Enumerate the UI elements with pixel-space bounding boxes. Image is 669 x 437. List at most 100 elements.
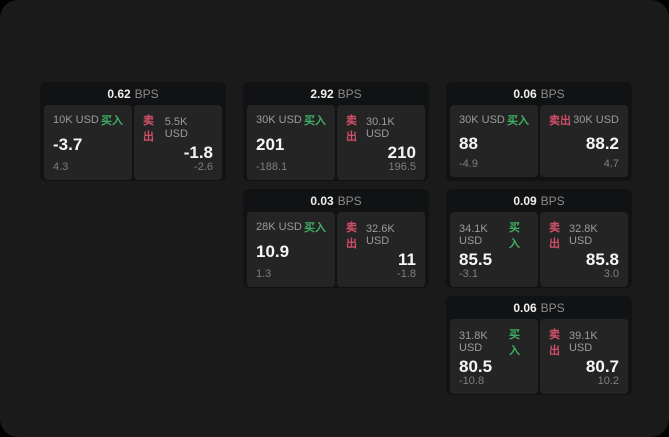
sell-amount: 32.6K USD (365, 223, 395, 247)
sell-amount: 5.5K USD (164, 116, 188, 140)
bps-value: 0.09 (513, 193, 537, 208)
sell-price: -1.8 (183, 143, 213, 162)
card-body: 10K USD 买入 -3.7 4.3 卖出 5.5K USD -1.8 -2.… (40, 105, 226, 181)
buy-sub-value: -3.1 (459, 268, 478, 280)
sell-panel-top: 卖出 39.1K USD (549, 326, 619, 358)
buy-panel-top: 28K USD 买入 (256, 219, 326, 235)
buy-side-label: 买入 (509, 222, 521, 250)
buy-price: 201 (256, 135, 285, 154)
quote-card-1: 0.62 BPS 10K USD 买入 -3.7 4.3 卖出 5.5K USD (40, 82, 226, 181)
buy-amount: 30K USD (256, 114, 302, 126)
bps-header: 0.09 BPS (446, 189, 632, 212)
buy-amount: 31.8K USD (459, 330, 488, 354)
buy-sub-value: 4.3 (53, 161, 69, 173)
buy-price: 10.9 (256, 242, 290, 261)
bps-value: 0.06 (513, 300, 537, 315)
card-body: 31.8K USD 买入 80.5 -10.8 卖出 39.1K USD 80.… (446, 319, 632, 395)
buy-amount: 28K USD (256, 221, 302, 233)
sell-amount: 39.1K USD (568, 330, 598, 354)
sell-panel-top: 卖出 32.6K USD (346, 219, 416, 251)
bps-header: 0.62 BPS (40, 82, 226, 105)
buy-panel-top: 10K USD 买入 (53, 112, 123, 128)
buy-amount: 10K USD (53, 114, 99, 126)
sell-side-label: 卖出 (346, 222, 357, 250)
buy-amount: 34.1K USD (459, 223, 488, 247)
buy-panel[interactable]: 30K USD 买入 201 -188.1 (247, 105, 335, 180)
buy-price: 85.5 (459, 250, 493, 269)
sell-sub-value: 196.5 (388, 161, 416, 173)
sell-sub-value: 4.7 (603, 158, 619, 170)
buy-panel-top: 34.1K USD 买入 (459, 219, 529, 251)
sell-price: 210 (387, 143, 416, 162)
bps-value: 2.92 (310, 86, 334, 101)
buy-panel[interactable]: 30K USD 买入 88 -4.9 (450, 105, 538, 177)
buy-sub-value: -188.1 (256, 161, 288, 173)
buy-sub-value: -4.9 (459, 158, 478, 170)
sell-side-label: 卖出 (346, 115, 357, 143)
quote-card-5: 0.09 BPS 34.1K USD 买入 85.5 -3.1 卖出 32.8K… (446, 189, 632, 288)
card-body: 30K USD 买入 201 -188.1 卖出 30.1K USD 210 1… (243, 105, 429, 181)
sell-side-label: 卖出 (549, 222, 560, 250)
bps-header: 0.06 BPS (446, 296, 632, 319)
sell-price: 85.8 (585, 250, 619, 269)
quote-card-4: 0.03 BPS 28K USD 买入 10.9 1.3 卖出 32.6K US… (243, 189, 429, 288)
quote-card-3: 0.06 BPS 30K USD 买入 88 -4.9 卖出 30K USD (446, 82, 632, 181)
bps-unit-label: BPS (337, 193, 362, 208)
buy-panel-top: 30K USD 买入 (256, 112, 326, 128)
sell-amount: 30.1K USD (365, 116, 395, 140)
sell-side-label: 卖出 (143, 115, 154, 143)
buy-panel[interactable]: 10K USD 买入 -3.7 4.3 (44, 105, 132, 180)
bps-header: 0.06 BPS (446, 82, 632, 105)
sell-price: 80.7 (585, 357, 619, 376)
sell-panel-top: 卖出 30.1K USD (346, 112, 416, 144)
quote-card-2: 2.92 BPS 30K USD 买入 201 -188.1 卖出 30.1K … (243, 82, 429, 181)
buy-side-label: 买入 (304, 222, 326, 234)
sell-panel[interactable]: 卖出 32.8K USD 85.8 3.0 (540, 212, 628, 287)
buy-panel[interactable]: 34.1K USD 买入 85.5 -3.1 (450, 212, 538, 287)
sell-price: 88.2 (585, 133, 619, 153)
sell-sub-value: -2.6 (194, 161, 213, 173)
bps-value: 0.03 (310, 193, 334, 208)
sell-panel[interactable]: 卖出 30K USD 88.2 4.7 (540, 105, 628, 177)
sell-sub-value: -1.8 (397, 268, 416, 280)
sell-side-label: 卖出 (549, 115, 571, 127)
card-body: 30K USD 买入 88 -4.9 卖出 30K USD 88.2 4.7 (446, 105, 632, 181)
buy-panel-top: 31.8K USD 买入 (459, 326, 529, 358)
bps-unit-label: BPS (540, 300, 565, 315)
buy-sub-value: -10.8 (459, 375, 485, 387)
sell-price: 11 (398, 250, 416, 269)
quote-card-grid: 0.62 BPS 10K USD 买入 -3.7 4.3 卖出 5.5K USD (40, 82, 632, 395)
sell-amount: 30K USD (573, 114, 619, 126)
bps-unit-label: BPS (540, 86, 565, 101)
buy-amount: 30K USD (459, 114, 505, 126)
quote-card-6: 0.06 BPS 31.8K USD 买入 80.5 -10.8 卖出 39.1… (446, 296, 632, 395)
bps-unit-label: BPS (134, 86, 159, 101)
buy-panel[interactable]: 31.8K USD 买入 80.5 -10.8 (450, 319, 538, 394)
sell-sub-value: 10.2 (597, 375, 619, 387)
bps-unit-label: BPS (337, 86, 362, 101)
buy-sub-value: 1.3 (256, 268, 272, 280)
bps-value: 0.62 (107, 86, 131, 101)
bps-header: 2.92 BPS (243, 82, 429, 105)
card-body: 28K USD 买入 10.9 1.3 卖出 32.6K USD 11 -1.8 (243, 212, 429, 288)
sell-panel-top: 卖出 5.5K USD (143, 112, 213, 144)
sell-sub-value: 3.0 (603, 268, 619, 280)
sell-panel[interactable]: 卖出 32.6K USD 11 -1.8 (337, 212, 425, 287)
sell-panel[interactable]: 卖出 5.5K USD -1.8 -2.6 (134, 105, 222, 180)
sell-panel[interactable]: 卖出 39.1K USD 80.7 10.2 (540, 319, 628, 394)
sell-panel-top: 卖出 32.8K USD (549, 219, 619, 251)
buy-price: 88 (459, 133, 478, 153)
sell-side-label: 卖出 (549, 329, 560, 357)
bps-unit-label: BPS (540, 193, 565, 208)
buy-side-label: 买入 (509, 329, 521, 357)
card-body: 34.1K USD 买入 85.5 -3.1 卖出 32.8K USD 85.8… (446, 212, 632, 288)
buy-panel[interactable]: 28K USD 买入 10.9 1.3 (247, 212, 335, 287)
bps-value: 0.06 (513, 86, 537, 101)
buy-side-label: 买入 (304, 115, 326, 127)
sell-panel[interactable]: 卖出 30.1K USD 210 196.5 (337, 105, 425, 180)
sell-amount: 32.8K USD (568, 223, 598, 247)
buy-side-label: 买入 (507, 115, 529, 127)
sell-panel-top: 卖出 30K USD (549, 112, 619, 128)
buy-panel-top: 30K USD 买入 (459, 112, 529, 128)
